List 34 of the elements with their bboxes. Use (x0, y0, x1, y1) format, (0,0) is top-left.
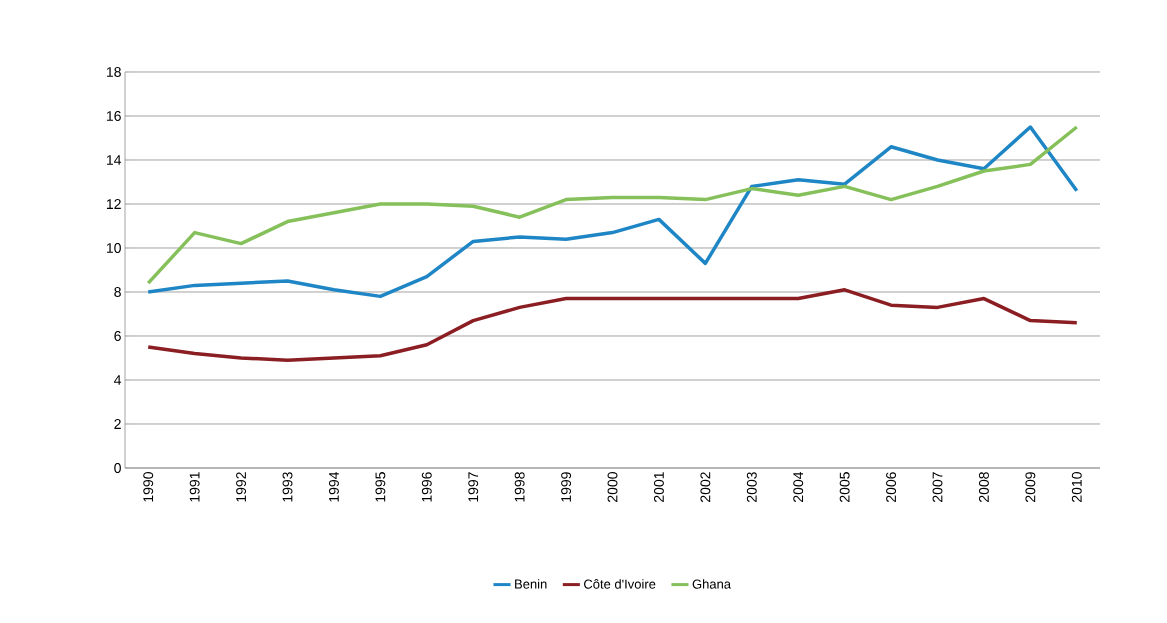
x-tick-label: 1999 (561, 472, 572, 502)
x-tick-label: 1991 (189, 472, 200, 502)
y-tick-label: 2 (114, 419, 121, 429)
x-tick-label: 2010 (1071, 472, 1082, 502)
x-tick-label: 1990 (143, 472, 154, 502)
x-tick-label: 2002 (700, 472, 711, 502)
y-tick-label: 14 (106, 155, 122, 165)
y-tick-label: 10 (106, 243, 121, 253)
x-tick-label: 2007 (932, 472, 943, 502)
x-tick-label: 1995 (375, 472, 386, 502)
y-tick-label: 0 (114, 463, 121, 473)
x-tick-label: 2006 (886, 472, 897, 502)
x-tick-label: 1996 (421, 472, 432, 502)
x-tick-label: 2003 (746, 472, 757, 502)
legend-label: Côte d'Ivoire (584, 579, 656, 589)
x-tick-label: 2004 (793, 471, 804, 502)
y-tick-label: 6 (114, 331, 121, 341)
x-tick-label: 2000 (607, 472, 618, 502)
x-tick-label: 2005 (839, 472, 850, 502)
x-tick-label: 2009 (1025, 472, 1036, 502)
legend-label: Ghana (692, 579, 732, 589)
x-tick-label: 2008 (978, 472, 989, 502)
legend-label: Benin (515, 579, 547, 589)
x-tick-label: 1994 (328, 471, 339, 502)
x-tick-label: 1992 (236, 472, 247, 502)
x-tick-label: 1998 (514, 472, 525, 502)
y-tick-label: 4 (114, 375, 122, 385)
x-tick-label: 1993 (282, 472, 293, 502)
x-tick-label: 2001 (653, 472, 664, 502)
x-tick-label: 1997 (468, 472, 479, 502)
y-tick-label: 16 (106, 111, 121, 121)
y-tick-label: 12 (106, 199, 121, 209)
y-tick-label: 8 (114, 287, 121, 297)
y-tick-label: 18 (106, 67, 121, 77)
